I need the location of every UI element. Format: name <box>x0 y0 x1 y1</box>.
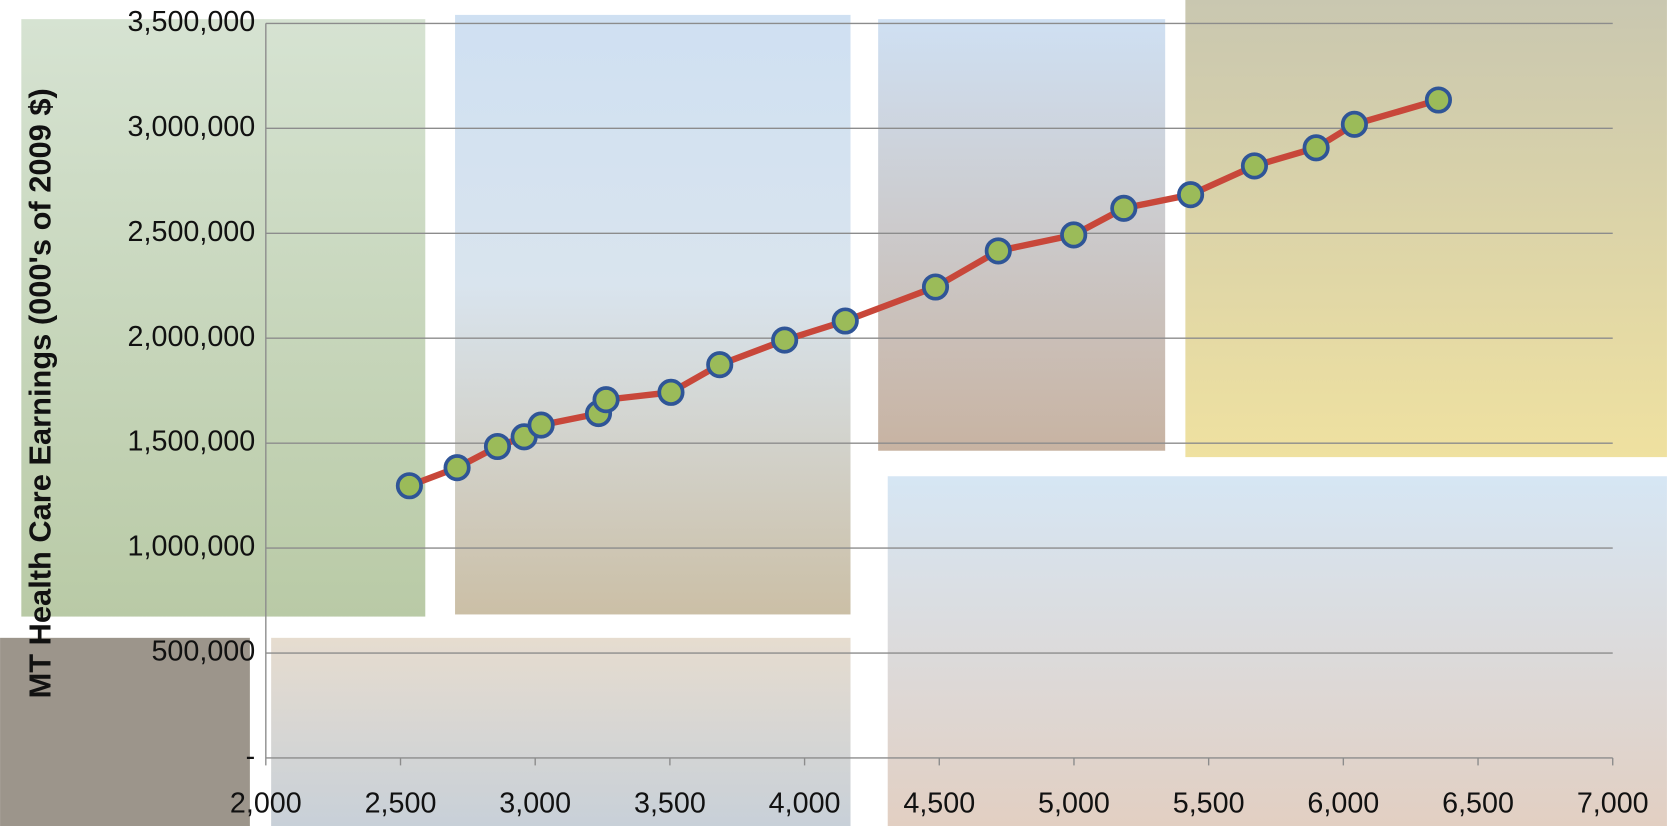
data-point <box>921 273 950 301</box>
x-tick-label: 3,500 <box>634 787 706 819</box>
x-tick-label: 4,000 <box>769 787 841 819</box>
x-tick-label: 5,000 <box>1038 787 1110 819</box>
data-point <box>483 432 512 461</box>
photo <box>455 14 851 615</box>
data-point <box>592 386 620 414</box>
photo <box>21 19 426 617</box>
x-tick-label: 7,000 <box>1577 787 1649 819</box>
photo <box>1185 0 1667 458</box>
data-point <box>657 378 685 406</box>
data-point <box>831 307 859 335</box>
data-point <box>443 454 471 482</box>
photo <box>887 476 1667 826</box>
photo <box>878 19 1166 451</box>
x-tick-label: 6,000 <box>1307 787 1379 819</box>
y-tick-label: 500,000 <box>151 636 255 668</box>
data-point <box>1060 221 1088 249</box>
data-point <box>1240 152 1269 180</box>
data-point <box>706 351 734 379</box>
data-point <box>984 237 1012 265</box>
x-tick-label: 6,500 <box>1442 787 1514 819</box>
x-tick-label: 5,500 <box>1173 787 1245 819</box>
data-point <box>1424 86 1452 114</box>
data-point <box>771 326 799 354</box>
data-point <box>1340 110 1368 138</box>
data-point <box>527 411 555 439</box>
y-axis-label: MT Health Care Earnings (000's of 2009 $… <box>23 88 58 698</box>
photo <box>271 637 851 826</box>
x-tick-label: 2,000 <box>230 787 302 819</box>
data-point <box>395 472 423 500</box>
y-tick-label: 2,500,000 <box>128 216 256 248</box>
photo <box>0 637 250 826</box>
y-tick-label: 3,500,000 <box>128 6 256 38</box>
y-tick-label: 2,000,000 <box>128 321 256 353</box>
data-point <box>1302 134 1330 162</box>
data-point <box>1177 181 1205 209</box>
x-tick-label: 4,500 <box>903 787 975 819</box>
y-tick-label: 1,500,000 <box>128 426 256 458</box>
data-point <box>1110 194 1138 222</box>
x-tick-label: 2,500 <box>365 787 437 819</box>
y-tick-label: 1,000,000 <box>128 531 256 563</box>
x-tick-label: 3,000 <box>499 787 571 819</box>
y-tick-label: 3,000,000 <box>128 111 256 143</box>
y-tick-label: - <box>246 741 256 773</box>
